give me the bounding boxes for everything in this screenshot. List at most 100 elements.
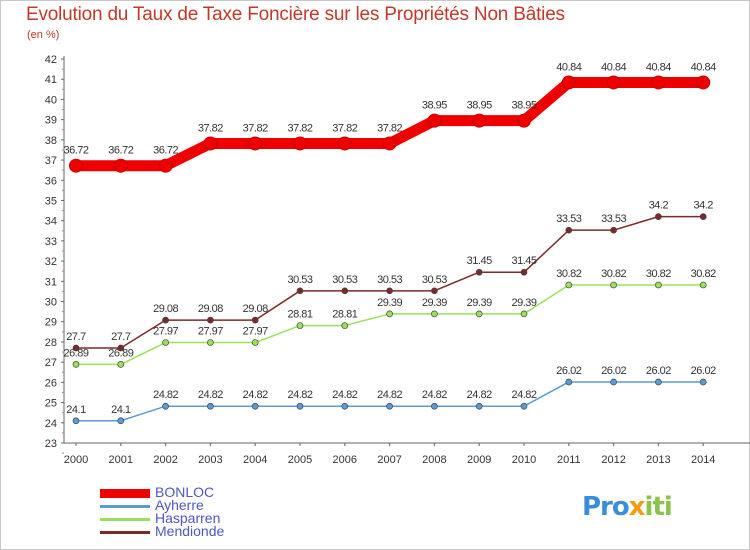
y-tick-label-34: 34 [45,216,57,228]
x-tick-label-2006: 2006 [333,454,357,466]
data-point-mendionde-2002 [162,316,169,324]
data-point-ayherre-2010 [520,402,528,410]
data-point-bonloc-2011 [561,75,576,90]
data-point-bonloc-2004 [248,136,263,151]
legend-label-ayherre: Ayherre [155,497,204,513]
x-tick-label-2013: 2013 [646,454,670,466]
data-label-ayherre-2006: 24.82 [332,389,357,401]
data-point-ayherre-2001 [117,417,125,425]
data-label-ayherre-2000: 24.1 [66,404,86,416]
y-tick-label-24: 24 [45,418,57,430]
data-label-bonloc-2000: 36.72 [63,145,88,157]
data-point-hasparren-2010 [520,310,528,318]
data-point-bonloc-2005 [293,136,307,151]
data-point-ayherre-2013 [655,378,662,386]
data-label-ayherre-2011: 26.02 [556,365,581,377]
data-point-ayherre-2011 [565,378,573,386]
data-point-hasparren-2003 [207,339,214,346]
data-point-ayherre-2012 [610,378,617,386]
data-point-ayherre-2007 [386,402,393,410]
data-label-mendionde-2014: 34.2 [693,200,713,212]
legend-item-bonloc: BONLOC [100,484,300,500]
y-axis-unit-label: (en %) [27,29,60,41]
legend-swatch-hasparren [100,518,150,521]
data-label-hasparren-2000: 26.89 [63,347,88,359]
data-point-mendionde-2009 [475,268,483,276]
data-label-hasparren-2009: 29.39 [467,297,492,309]
data-point-mendionde-2001 [117,344,125,352]
data-point-bonloc-2009 [472,113,487,128]
x-tick-label-2014: 2014 [691,454,715,466]
y-tick-label-37: 37 [45,155,57,167]
data-point-bonloc-2000 [69,158,83,173]
data-label-hasparren-2006: 28.81 [332,309,357,321]
legend-swatch-mendionde [100,531,150,534]
data-point-bonloc-2003 [203,136,218,151]
data-label-hasparren-2008: 29.39 [422,297,447,309]
x-tick-label-2000: 2000 [64,454,88,466]
data-label-bonloc-2001: 36.72 [108,145,133,157]
y-tick-label-29: 29 [45,317,57,329]
data-point-hasparren-2006 [341,322,349,329]
data-label-mendionde-2005: 30.53 [287,274,312,286]
y-tick-label-28: 28 [45,337,57,349]
data-label-hasparren-2011: 30.82 [556,268,581,280]
data-label-bonloc-2002: 36.72 [153,145,178,157]
series-hasparren: 26.89 26.89 27.97 27.97 27.97 28.81 28.81 29.39… [63,268,717,368]
data-label-bonloc-2014: 40.84 [691,61,716,73]
x-tick-label-2012: 2012 [601,454,625,466]
y-tick-label-35: 35 [45,195,57,207]
legend-item-ayherre: Ayherre [100,497,300,513]
data-label-mendionde-2007: 30.53 [377,274,402,286]
data-label-hasparren-2010: 29.39 [511,297,536,309]
data-point-bonloc-2001 [113,158,128,173]
data-label-bonloc-2012: 40.84 [601,61,626,73]
data-point-bonloc-2007 [382,136,397,151]
legend-item-hasparren: Hasparren [100,510,300,526]
data-point-bonloc-2002 [158,158,173,173]
y-tick-label-40: 40 [45,94,57,106]
data-point-mendionde-2013 [655,213,662,220]
data-point-mendionde-2011 [565,226,573,234]
data-point-mendionde-2004 [251,316,259,324]
data-point-ayherre-2003 [207,402,214,410]
x-tick-label-2008: 2008 [422,454,446,466]
data-label-ayherre-2005: 24.82 [287,389,312,401]
series-mendionde: 27.7 27.7 29.08 29.08 29.08 30.53 30.53 30.53 30… [66,200,714,352]
x-tick-label-2001: 2001 [109,454,133,466]
data-label-hasparren-2013: 30.82 [646,268,671,280]
series-bonloc: 36.72 36.72 36.72 37.82 37.82 37.82 37.82 37.82… [63,61,717,173]
data-point-hasparren-2000 [72,361,80,368]
data-label-mendionde-2012: 33.53 [601,213,626,225]
data-label-hasparren-2001: 26.89 [108,347,133,359]
data-point-mendionde-2000 [72,344,80,352]
data-point-ayherre-2000 [72,417,80,425]
data-point-hasparren-2005 [296,322,304,329]
data-label-hasparren-2003: 27.97 [198,326,223,338]
data-label-bonloc-2010: 38.95 [511,100,536,112]
data-point-ayherre-2009 [475,402,483,410]
legend-item-mendionde: Mendionde [100,523,300,539]
series-ayherre: 24.1 24.1 24.82 24.82 24.82 24.82 24.82 24.82 24… [66,365,717,425]
data-point-bonloc-2014 [696,75,711,90]
data-label-mendionde-2001: 27.7 [111,331,131,343]
data-label-hasparren-2012: 30.82 [601,268,626,280]
data-label-bonloc-2011: 40.84 [556,61,581,73]
data-point-hasparren-2014 [699,281,707,289]
data-point-hasparren-2007 [386,310,393,318]
data-label-bonloc-2004: 37.82 [243,122,268,134]
data-point-ayherre-2005 [296,402,304,410]
x-tick-label-2009: 2009 [467,454,491,466]
y-tick-label-38: 38 [45,135,57,147]
data-label-bonloc-2005: 37.82 [287,122,312,134]
data-point-bonloc-2012 [606,75,621,90]
y-tick-label-33: 33 [45,236,57,248]
y-tick-label-27: 27 [45,357,57,369]
y-tick-label-30: 30 [45,297,57,309]
y-tick-label-32: 32 [45,256,57,268]
data-point-mendionde-2014 [699,213,707,220]
data-point-bonloc-2006 [337,136,352,151]
x-tick-label-2007: 2007 [377,454,401,466]
data-label-mendionde-2003: 29.08 [198,303,223,315]
